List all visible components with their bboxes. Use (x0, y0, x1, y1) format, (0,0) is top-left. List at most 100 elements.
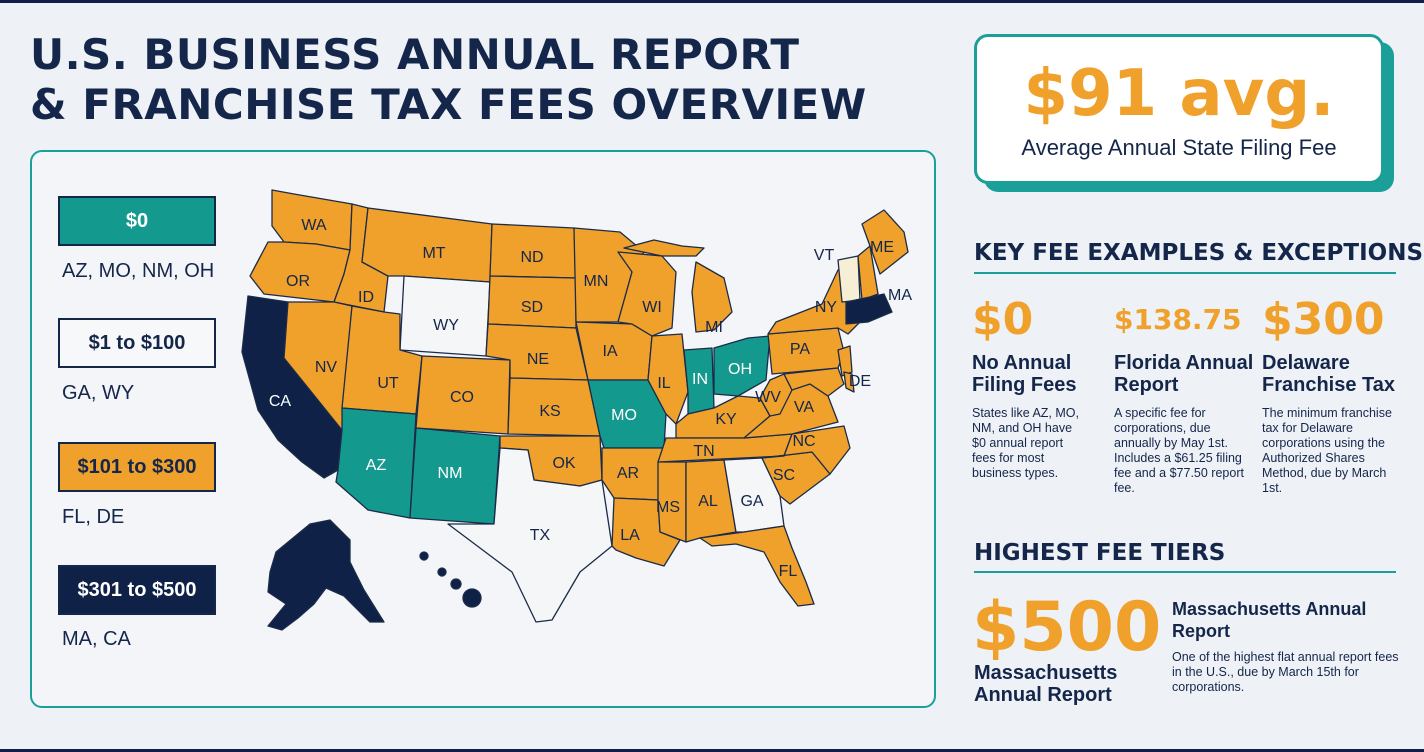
page-title: U.S. BUSINESS ANNUAL REPORT & FRANCHISE … (30, 30, 930, 130)
fee-amount-2: $300 (1262, 294, 1385, 345)
state-hi-1 (419, 551, 429, 561)
label-wv: WV (755, 389, 781, 406)
state-az (335, 407, 417, 519)
bottom-border (0, 749, 1424, 752)
legend-label-1: $1 to $100 (88, 331, 186, 354)
fee-example-1: $138.75 Florida Annual Report A specific… (1114, 294, 1254, 496)
label-tx: TX (530, 527, 551, 544)
label-mi: MI (705, 319, 723, 336)
label-mo: MO (611, 407, 637, 424)
label-va: VA (794, 399, 814, 416)
legend-label-2: $101 to $300 (77, 455, 197, 478)
state-nc (761, 425, 851, 475)
label-al: AL (698, 493, 718, 510)
label-ma: MA (888, 287, 912, 304)
key-fees-heading: KEY FEE EXAMPLES & EXCEPTIONS (974, 240, 1424, 266)
highest-fees-rule (974, 571, 1396, 573)
state-wy (399, 275, 491, 357)
label-ky: KY (715, 411, 737, 428)
state-md (783, 367, 845, 397)
label-ny: NY (815, 299, 838, 316)
label-ia: IA (602, 343, 617, 360)
state-hi-4 (462, 588, 482, 608)
state-nj (837, 345, 853, 377)
state-fl (699, 525, 815, 607)
label-la: LA (620, 527, 640, 544)
label-nv: NV (315, 359, 338, 376)
top-border (0, 0, 1424, 3)
label-tn: TN (693, 443, 714, 460)
fee-title-2: Delaware Franchise Tax (1262, 352, 1396, 396)
label-mn: MN (584, 273, 609, 290)
label-ms: MS (656, 499, 680, 516)
legend-swatch-2: $101 to $300 (58, 442, 216, 492)
label-il: IL (657, 375, 670, 392)
label-az: AZ (366, 457, 387, 474)
state-wi (617, 251, 677, 337)
legend-states-1: GA, WY (62, 382, 135, 404)
state-me (861, 209, 909, 275)
state-vt (837, 255, 861, 303)
label-wa: WA (301, 217, 327, 234)
state-mi-upper (623, 239, 705, 257)
page-title-line-2: & FRANCHISE TAX FEES OVERVIEW (30, 80, 867, 129)
label-ga: GA (740, 493, 763, 510)
fee-example-0: $0 No Annual Filing Fees States like AZ,… (972, 294, 1112, 481)
fee-desc-0: States like AZ, MO, NM, and OH have $0 a… (972, 406, 1079, 480)
state-tx (447, 447, 613, 623)
label-ut: UT (377, 375, 399, 392)
label-ks: KS (539, 403, 560, 420)
average-fee-value: $91 avg. (1023, 57, 1335, 131)
label-sc: SC (773, 467, 795, 484)
label-pa: PA (790, 341, 810, 358)
highest-fee-title: Massachusetts Annual Report (1172, 599, 1367, 641)
state-mi (691, 261, 733, 333)
highest-fee-desc: One of the highest flat annual report fe… (1172, 650, 1399, 694)
legend-states-3: MA, CA (62, 628, 131, 650)
legend-states-2: FL, DE (62, 506, 125, 528)
state-oh (713, 335, 771, 397)
label-oh: OH (728, 361, 752, 378)
average-fee-label: Average Annual State Filing Fee (1021, 135, 1337, 160)
state-ak (267, 519, 385, 631)
label-wy: WY (433, 317, 459, 334)
average-fee-card: $91 avg. Average Annual State Filing Fee (974, 34, 1384, 184)
state-de (843, 371, 855, 393)
legend-label-3: $301 to $500 (77, 578, 197, 601)
key-fees-rule (974, 272, 1396, 274)
label-in: IN (692, 371, 708, 388)
state-ma (845, 293, 893, 325)
legend-label-0: $0 (125, 209, 149, 232)
highest-fee-amount: $500 (972, 588, 1162, 667)
map-panel: $0 AZ, MO, NM, OH $1 to $100 GA, WY $101… (30, 150, 936, 708)
fee-desc-1: A specific fee for corporations, due ann… (1114, 406, 1244, 495)
label-fl: FL (779, 563, 798, 580)
label-de: DE (849, 373, 871, 390)
label-nc: NC (792, 433, 815, 450)
fee-amount-0: $0 (972, 294, 1034, 345)
label-wi: WI (642, 299, 662, 316)
state-or (249, 241, 351, 303)
label-nm: NM (438, 465, 463, 482)
state-ms (657, 461, 687, 543)
label-ne: NE (527, 351, 549, 368)
label-id: ID (358, 289, 374, 306)
label-co: CO (450, 389, 474, 406)
label-sd: SD (521, 299, 543, 316)
label-me: ME (870, 239, 894, 256)
label-ca: CA (269, 393, 292, 410)
fee-title-1: Florida Annual Report (1114, 352, 1254, 396)
legend-swatch-0: $0 (58, 196, 216, 246)
state-hi-3 (450, 578, 462, 590)
fee-example-2: $300 Delaware Franchise Tax The minimum … (1262, 294, 1402, 496)
legend-swatch-1: $1 to $100 (58, 318, 216, 368)
fee-title-0: No Annual Filing Fees (972, 352, 1077, 396)
label-or: OR (286, 273, 310, 290)
fee-amount-1: $138.75 (1114, 303, 1242, 336)
us-map: WA OR CA ID NV MT WY UT AZ CO NM ND SD N… (241, 189, 912, 631)
fee-desc-2: The minimum franchise tax for Delaware c… (1262, 406, 1392, 495)
label-vt: VT (814, 247, 835, 264)
label-mt: MT (422, 245, 445, 262)
legend-swatch-3: $301 to $500 (58, 565, 216, 615)
state-nh (857, 245, 879, 301)
